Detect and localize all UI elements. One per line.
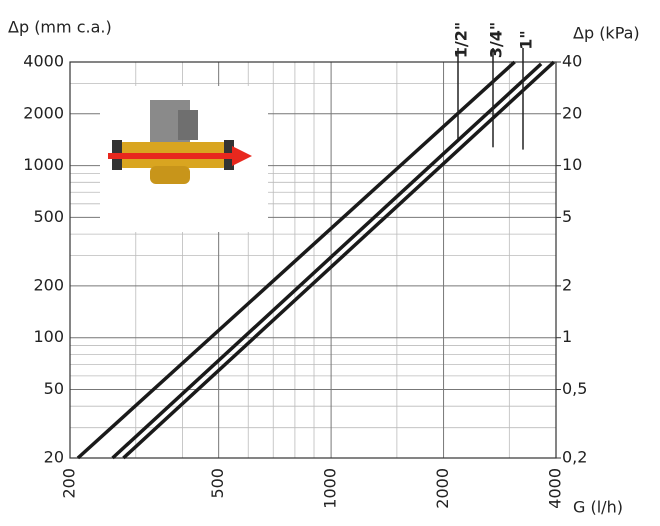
series-label: 1/2": [452, 22, 471, 58]
y2-tick-label: 2: [562, 275, 572, 294]
y-tick-label: 100: [33, 327, 64, 346]
x-tick-label: 200: [60, 468, 79, 499]
y2-tick-label: 0,2: [562, 448, 587, 467]
series-label: 1": [517, 30, 536, 49]
y2-axis-title: Δp (kPa): [573, 24, 640, 43]
y-axis-title: Δp (mm c.a.): [8, 18, 112, 37]
actuator-side: [178, 110, 198, 140]
series-label: 3/4": [487, 22, 506, 58]
y-tick-label: 20: [44, 448, 64, 467]
x-tick-label: 1000: [321, 468, 340, 509]
x-tick-label: 2000: [433, 468, 452, 509]
plot-frame: [69, 61, 557, 459]
x-tick-label: 500: [208, 468, 227, 499]
valve-bottom: [150, 166, 190, 184]
x-tick-label: 4000: [546, 468, 565, 509]
y2-tick-label: 5: [562, 207, 572, 226]
valve-inset: [100, 86, 268, 232]
y-tick-label: 4000: [23, 52, 64, 71]
y2-tick-label: 0,5: [562, 379, 587, 398]
y-tick-label: 50: [44, 379, 64, 398]
series-line: [111, 62, 543, 460]
series-line: [122, 60, 556, 460]
y-tick-label: 500: [33, 207, 64, 226]
y2-tick-label: 1: [562, 327, 572, 346]
y2-tick-label: 40: [562, 52, 582, 71]
series-line: [76, 60, 516, 460]
y-tick-label: 2000: [23, 103, 64, 122]
flow-arrowhead: [232, 146, 252, 166]
y2-tick-label: 20: [562, 103, 582, 122]
y-tick-label: 1000: [23, 155, 64, 174]
x-axis-title: G (l/h): [573, 498, 623, 517]
y-tick-label: 200: [33, 275, 64, 294]
y2-tick-label: 10: [562, 155, 582, 174]
